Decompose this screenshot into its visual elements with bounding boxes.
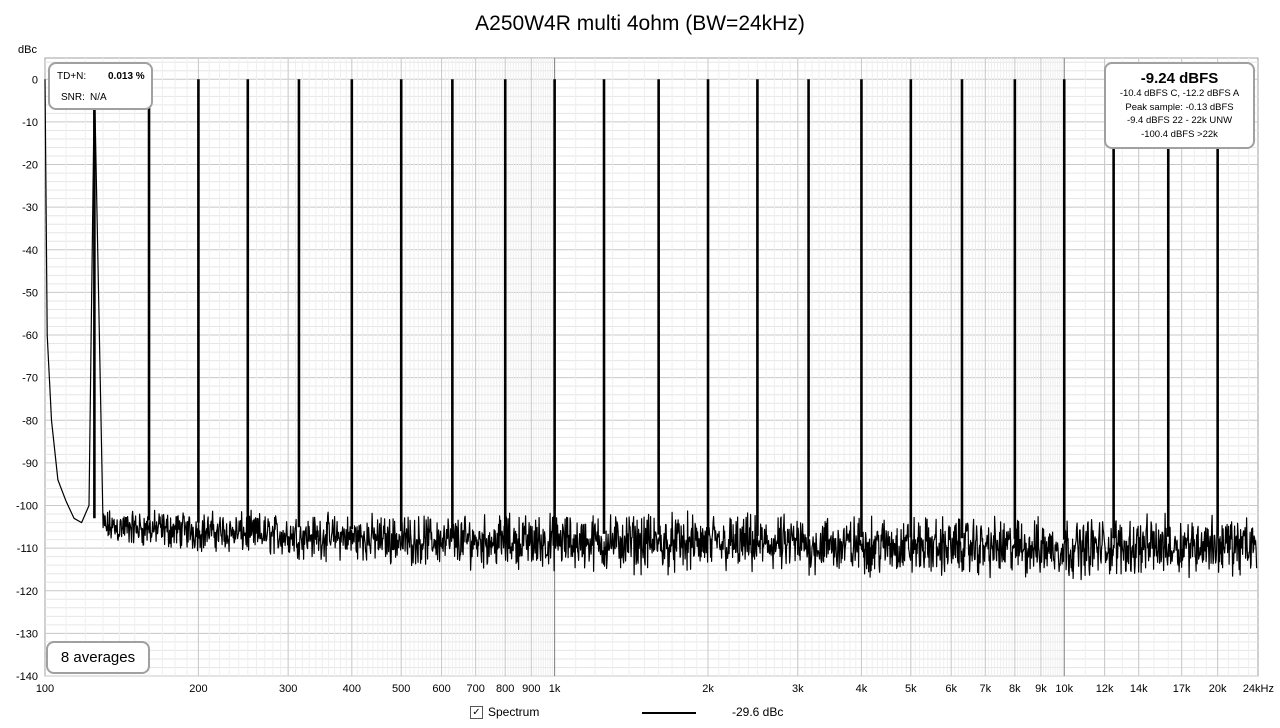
- y-tick-label: -100: [16, 501, 38, 513]
- y-tick-label: -110: [17, 543, 38, 555]
- thd-value: 0.013 %: [108, 71, 145, 82]
- y-axis-label: dBc: [18, 44, 37, 56]
- plot-frame: [44, 57, 1259, 677]
- y-tick-label: 0: [32, 74, 38, 86]
- snr-value: N/A: [90, 92, 107, 103]
- x-tick-label: 7k: [979, 683, 991, 695]
- thd-label: TD+N:: [57, 71, 87, 82]
- y-tick-label: -10: [22, 117, 38, 129]
- series-spectrum: [44, 78, 1258, 581]
- x-tick-label: 8k: [1009, 683, 1021, 695]
- averages-box: 8 averages: [46, 641, 150, 674]
- y-tick-label: -60: [22, 330, 38, 342]
- x-tick-label: 400: [343, 683, 361, 695]
- legend-series-value: -29.6 dBc: [732, 705, 784, 719]
- x-tick-label: 500: [392, 683, 410, 695]
- y-tick-label: -80: [22, 415, 38, 427]
- y-tick-label: -90: [22, 458, 38, 470]
- x-tick-label: 900: [522, 683, 540, 695]
- plot-area: [44, 57, 1259, 677]
- level-readout-box: -9.24 dBFS -10.4 dBFS C, -12.2 dBFS A Pe…: [1104, 62, 1255, 149]
- legend-series-name: Spectrum: [488, 705, 540, 719]
- y-tick-label: -70: [22, 373, 38, 385]
- x-tick-label: 800: [496, 683, 514, 695]
- x-tick-label: 20k: [1209, 683, 1227, 695]
- x-tick-label: 17k: [1173, 683, 1191, 695]
- y-tick-label: -30: [22, 202, 38, 214]
- averages-label: 8 averages: [60, 649, 136, 666]
- x-tick-label: 1k: [549, 683, 561, 695]
- level-line-3: -9.4 dBFS 22 - 22k UNW: [1126, 115, 1233, 126]
- x-tick-label: 300: [279, 683, 297, 695]
- level-line-4: -100.4 dBFS >22k: [1141, 128, 1218, 140]
- x-tick-label: 200: [189, 683, 207, 695]
- x-tick-label: 4k: [856, 683, 868, 695]
- y-tick-label: -20: [22, 160, 38, 172]
- x-tick-label: 14k: [1130, 683, 1148, 695]
- x-tick-label: 12k: [1096, 683, 1114, 695]
- spectrum-checkbox[interactable]: ✓: [470, 706, 483, 719]
- x-tick-labels: 100 200 300 400 500 600 700 800 900 1k 2k 3k 4k 5k 6k 7…: [36, 683, 1274, 695]
- thd-readout-box: TD+N: 0.013 % SNR: N/A: [48, 62, 153, 110]
- level-line-1: -10.4 dBFS C, -12.2 dBFS A: [1119, 88, 1240, 99]
- legend: ✓ Spectrum -29.6 dBc: [470, 705, 810, 723]
- x-tick-label: 24kHz: [1243, 683, 1274, 695]
- x-tick-label: 5k: [905, 683, 917, 695]
- spectrum-noise-line: [44, 78, 1258, 581]
- y-tick-labels: 0 -10 -20 -30 -40 -50 -60 -70 -80 -90 -100 -110 -120…: [16, 74, 38, 683]
- grid-lines: [45, 58, 1258, 677]
- y-tick-label: -40: [22, 245, 38, 257]
- y-tick-label: -50: [22, 287, 38, 299]
- chart-title: A250W4R multi 4ohm (BW=24kHz): [475, 12, 805, 35]
- snr-label: SNR:: [61, 92, 85, 103]
- x-tick-label: 10k: [1055, 683, 1073, 695]
- level-main-value: -9.24 dBFS: [1140, 70, 1219, 87]
- x-tick-label: 700: [466, 683, 484, 695]
- legend-line-swatch: [642, 712, 696, 714]
- y-tick-label: -130: [16, 628, 38, 640]
- x-tick-label: 3k: [792, 683, 804, 695]
- x-tick-label: 6k: [945, 683, 957, 695]
- y-tick-label: -140: [16, 671, 38, 683]
- x-tick-label: 9k: [1035, 683, 1047, 695]
- x-tick-label: 600: [432, 683, 450, 695]
- x-tick-label: 100: [36, 683, 54, 695]
- level-line-2: Peak sample: -0.13 dBFS: [1125, 101, 1234, 113]
- y-tick-label: -120: [16, 586, 38, 598]
- x-tick-label: 2k: [702, 683, 714, 695]
